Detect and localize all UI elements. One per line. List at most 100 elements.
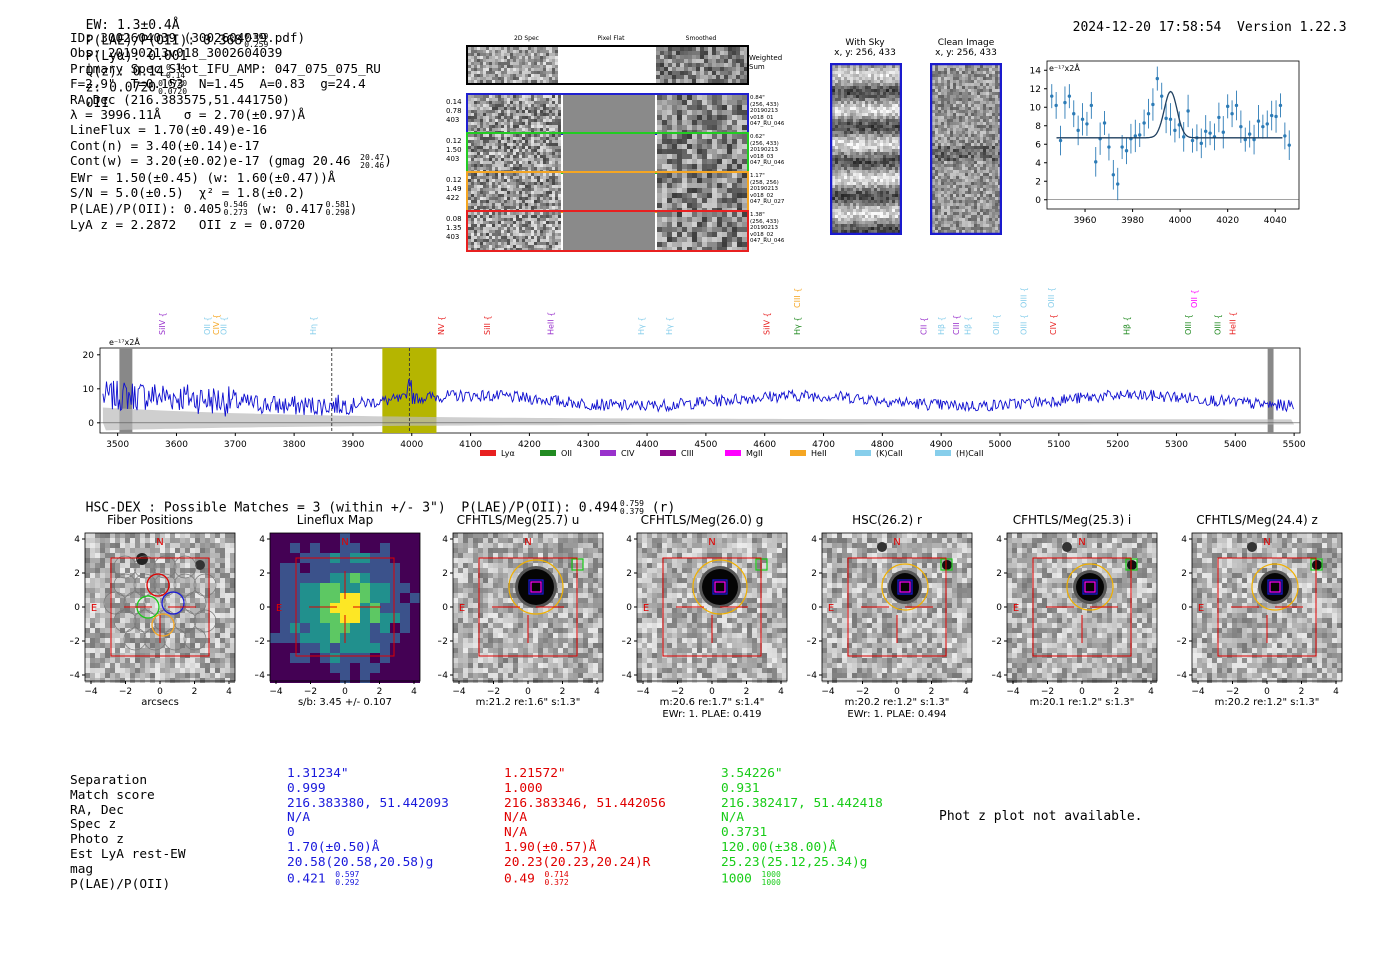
fiber-2d-spec (468, 134, 561, 173)
zoom-point (1186, 109, 1190, 113)
zoom-point (1102, 121, 1107, 125)
zoom-ytick-label: 0 (1035, 196, 1041, 206)
panel-xtick-label: 2 (377, 687, 383, 697)
fiber-circle (143, 591, 167, 615)
header-qz: Q(z): 0.14 (85, 64, 164, 80)
info-block: ID: 3002604039 (3002604039.pdf) Obs: 201… (70, 30, 392, 232)
legend-swatch (855, 450, 871, 456)
fiber-pixel-flat (563, 173, 655, 211)
match-marker-blue (528, 579, 544, 595)
emission-line-label: CIII { (793, 288, 802, 308)
spec2d-col-title: 2D Spec (514, 35, 539, 42)
emission-line-label: NV { (437, 316, 446, 335)
zoom-ytick-label: 6 (1035, 140, 1041, 150)
star-blob (1062, 542, 1072, 552)
match-value: 0 (287, 825, 295, 841)
panel-ytick-label: 2 (1181, 569, 1187, 579)
version: Version 1.22.3 (1237, 20, 1347, 35)
zoom-point (1256, 119, 1261, 123)
panel-image: N E −4 4 −2 2 0 0 2 −2 4 −4 (622, 532, 788, 697)
zoom-point (1278, 103, 1283, 108)
north-label: N (524, 537, 531, 548)
panel-xtick-label: 0 (342, 687, 348, 697)
zoom-point (1063, 100, 1067, 105)
zoom-point (1217, 115, 1221, 120)
match-marker-blue (897, 579, 913, 595)
panel-ytick-label: 0 (442, 603, 448, 613)
image-panel: Lineflux Map N E −4 4 −2 2 0 0 2 −2 4 −4 s/b: 3.45 +/… (255, 510, 425, 725)
zoom-point (1138, 133, 1142, 137)
legend-label: CIII (681, 449, 694, 458)
match-value: 3.54226" (721, 766, 783, 781)
panel-xtick-label: 2 (1299, 687, 1305, 697)
match-row-label: Spec z (70, 817, 117, 833)
panel-noise (637, 533, 787, 683)
spectrum-xtick-label: 4800 (871, 440, 894, 450)
phot-z-message: Phot z plot not available. (939, 809, 1143, 824)
spectrum-xtick-label: 3900 (341, 440, 364, 450)
zoom-fit-curve (1056, 90, 1283, 139)
match-row-label: P(LAE)/P(OII) (70, 876, 171, 892)
emission-line-label: SiIV { (158, 312, 167, 335)
zoom-point (1133, 134, 1138, 138)
zoom-point (1107, 145, 1111, 149)
east-label: E (828, 603, 834, 614)
match-marker-magenta (530, 581, 542, 593)
zoom-ytick-label: 4 (1035, 159, 1041, 169)
spec2d-panel: 2D Spec Pixel Flat Smoothed Weighted Sum… (446, 33, 784, 258)
panel-ytick-label: −4 (992, 671, 1002, 681)
match-value: 0.421 0.597 0.292 (287, 869, 360, 887)
zoom-point (1164, 116, 1168, 121)
zoom-point (1287, 143, 1291, 147)
zoom-point (1181, 135, 1186, 139)
east-label: E (1013, 603, 1019, 614)
header-ew: EW: 1.3±0.4Å (85, 18, 180, 33)
zoom-point (1199, 141, 1203, 146)
legend-swatch (790, 450, 806, 456)
panel-xtick-label: −4 (636, 687, 650, 697)
panel-ytick-label: 0 (74, 603, 80, 613)
east-label: E (91, 603, 97, 614)
spectrum-xtick-label: 5500 (1283, 440, 1306, 450)
panel-caption: m:20.1 re:1.2" s:1.3" (1029, 697, 1135, 708)
with-sky-frame (830, 63, 902, 235)
panel-xtick-label: −4 (821, 687, 835, 697)
panel-image: N E −4 4 −2 2 0 0 2 −2 4 −4 (992, 532, 1158, 697)
panel-ytick-label: 4 (811, 535, 817, 545)
emission-line-label: OIII { (1047, 287, 1056, 308)
info-sn: S/N = 5.0(±0.5) χ² = 1.8(±0.2) (70, 185, 306, 201)
panel-xtick-label: 4 (594, 687, 600, 697)
search-box (847, 557, 947, 657)
fiber-circle (113, 573, 137, 597)
fiber-circle (143, 627, 167, 651)
match-value: 120.00(±38.00)Å (721, 839, 837, 855)
match-row-label: Match score (70, 787, 155, 803)
panel-xtick-label: −2 (487, 687, 500, 697)
zoom-xtick-label: 4000 (1169, 216, 1192, 226)
panel-title: CFHTLS/Meg(26.0) g (640, 513, 764, 527)
emission-line-label: OII { (220, 316, 229, 335)
zoom-xtick-label: 4040 (1264, 216, 1287, 226)
zoom-point (1151, 102, 1155, 107)
panel-ytick-label: 4 (442, 535, 448, 545)
zoom-point (1243, 137, 1247, 142)
legend-swatch (935, 450, 951, 456)
match-value: 0.931 (721, 780, 760, 796)
match-value: 1000 1000 1000 (721, 869, 781, 887)
match-row-label: Separation (70, 773, 148, 788)
panel-xtick-label: 0 (894, 687, 900, 697)
info-lambda: λ = 3996.11Å σ = 2.70(±0.97)Å (70, 107, 306, 123)
fiber-circle (123, 627, 147, 651)
match-value: N/A (504, 810, 528, 826)
panel-xtick-label: −4 (1191, 687, 1205, 697)
legend-swatch (725, 450, 741, 456)
fiber-2d-spec (468, 95, 561, 134)
search-box (662, 557, 762, 657)
fiber-smoothed (657, 212, 747, 252)
zoom-point (1116, 182, 1120, 186)
panel-caption: arcsecs (141, 697, 179, 708)
legend-label: CIV (621, 449, 635, 458)
panel-ytick-label: 2 (811, 569, 817, 579)
panel-caption: s/b: 3.45 +/- 0.107 (297, 697, 393, 708)
zoom-point (1076, 128, 1080, 133)
